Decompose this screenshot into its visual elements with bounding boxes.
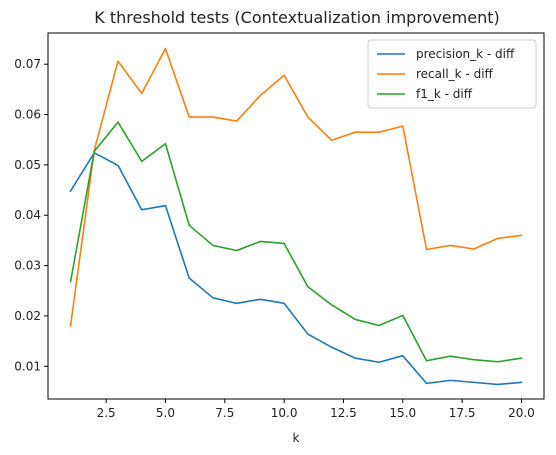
series-line-1	[69, 47, 523, 327]
x-tick-label: 5.0	[156, 406, 175, 420]
x-tick-label: 17.5	[449, 406, 476, 420]
y-tick-label: 0.07	[14, 57, 41, 71]
y-tick-label: 0.04	[14, 208, 41, 222]
y-tick-label: 0.02	[14, 309, 41, 323]
legend-label-1: recall_k - diff	[416, 67, 494, 81]
x-tick-label: 7.5	[215, 406, 234, 420]
x-tick-label: 10.0	[271, 406, 298, 420]
series-line-0	[69, 152, 523, 386]
y-tick-label: 0.05	[14, 158, 41, 172]
y-tick-label: 0.06	[14, 108, 41, 122]
x-tick-label: 20.0	[508, 406, 535, 420]
x-axis-label: k	[293, 431, 300, 445]
plot-area	[69, 47, 523, 386]
legend-label-2: f1_k - diff	[416, 87, 473, 101]
legend-label-0: precision_k - diff	[416, 47, 515, 61]
x-tick-label: 2.5	[97, 406, 116, 420]
axis-ticks: 2.5 5.0 7.5 10.0 12.5 15.0 17.5 20.0 0.01 0.02 0.0…	[14, 57, 535, 420]
y-tick-label: 0.01	[14, 359, 41, 373]
y-tick-label: 0.03	[14, 259, 41, 273]
series-line-2	[69, 121, 523, 363]
chart-title: K threshold tests (Contextualization imp…	[94, 8, 499, 27]
axes-frame	[47, 32, 545, 400]
x-tick-label: 12.5	[330, 406, 357, 420]
legend: precision_k - diff recall_k - diff f1_k - …	[367, 39, 537, 109]
legend-box	[367, 39, 537, 109]
x-tick-label: 15.0	[389, 406, 416, 420]
